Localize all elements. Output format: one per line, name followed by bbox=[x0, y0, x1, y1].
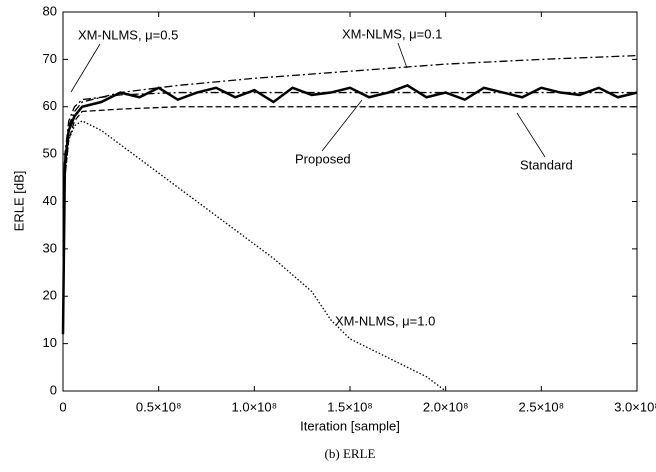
series-line bbox=[62, 120, 447, 392]
y-tick-label: 10 bbox=[43, 335, 57, 350]
annotation: XM-NLMS, μ=0.1 bbox=[342, 26, 442, 41]
y-tick-label: 70 bbox=[43, 51, 57, 66]
series-line bbox=[61, 84, 638, 335]
x-tick-label: 0 bbox=[59, 399, 66, 414]
annotation: Standard bbox=[520, 157, 573, 172]
caption: (b) ERLE bbox=[325, 446, 376, 461]
annotation: Proposed bbox=[295, 151, 351, 166]
y-tick-label: 30 bbox=[43, 240, 57, 255]
y-tick-label: 50 bbox=[43, 146, 57, 161]
annotation: XM-NLMS, μ=1.0 bbox=[335, 313, 435, 328]
plot-frame bbox=[62, 11, 638, 392]
y-tick-label: 20 bbox=[43, 288, 57, 303]
x-tick-label: 1.5×10⁸ bbox=[327, 399, 373, 414]
annotation-leader bbox=[321, 99, 363, 152]
y-axis-label: ERLE [dB] bbox=[11, 171, 26, 232]
y-tick-label: 0 bbox=[50, 382, 57, 397]
annotation-leader bbox=[516, 112, 546, 158]
x-axis-label: Iteration [sample] bbox=[300, 418, 400, 433]
annotation-leader bbox=[397, 42, 408, 69]
series-line bbox=[62, 91, 637, 335]
x-tick-label: 2.5×10⁸ bbox=[519, 399, 565, 414]
y-tick-label: 60 bbox=[43, 98, 57, 113]
annotation: XM-NLMS, μ=0.5 bbox=[78, 27, 178, 42]
x-tick-label: 2.0×10⁸ bbox=[423, 399, 469, 414]
y-tick-label: 80 bbox=[43, 3, 57, 18]
x-tick-label: 3.0×10⁸ bbox=[614, 399, 656, 414]
series-line bbox=[62, 54, 638, 335]
series-line bbox=[62, 106, 637, 335]
annotation-leader bbox=[70, 43, 101, 93]
x-tick-label: 0.5×10⁸ bbox=[136, 399, 182, 414]
y-tick-label: 40 bbox=[43, 193, 57, 208]
x-tick-label: 1.0×10⁸ bbox=[232, 399, 278, 414]
